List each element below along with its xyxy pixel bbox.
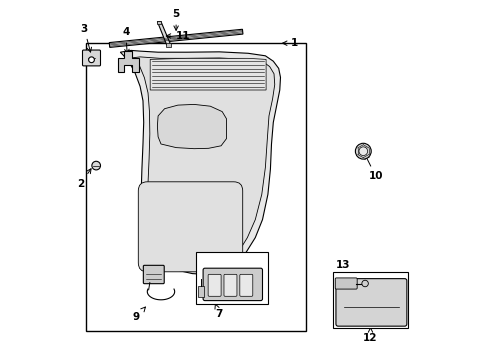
Text: 2: 2 bbox=[77, 169, 91, 189]
Circle shape bbox=[355, 143, 370, 159]
Text: 6: 6 bbox=[229, 222, 237, 244]
Text: 3: 3 bbox=[81, 24, 91, 52]
FancyBboxPatch shape bbox=[138, 182, 242, 272]
FancyBboxPatch shape bbox=[143, 265, 164, 284]
FancyBboxPatch shape bbox=[82, 50, 101, 66]
FancyBboxPatch shape bbox=[224, 274, 237, 296]
Text: 8: 8 bbox=[153, 240, 161, 262]
Text: 5: 5 bbox=[172, 9, 180, 30]
Circle shape bbox=[358, 147, 367, 156]
Bar bbox=[166, 43, 170, 47]
Circle shape bbox=[361, 280, 367, 287]
FancyBboxPatch shape bbox=[208, 274, 221, 296]
FancyBboxPatch shape bbox=[335, 279, 406, 326]
Polygon shape bbox=[150, 58, 265, 90]
Text: 10: 10 bbox=[364, 155, 383, 181]
Polygon shape bbox=[128, 57, 274, 267]
Text: 11: 11 bbox=[166, 31, 190, 41]
Bar bbox=[86, 43, 305, 331]
Bar bbox=[157, 21, 161, 24]
Polygon shape bbox=[120, 50, 280, 274]
FancyBboxPatch shape bbox=[239, 274, 252, 296]
Text: 4: 4 bbox=[122, 27, 129, 54]
Bar bbox=[197, 286, 204, 297]
Text: 1: 1 bbox=[282, 38, 298, 48]
Bar bbox=[196, 252, 267, 304]
Text: 13: 13 bbox=[336, 260, 350, 279]
Circle shape bbox=[92, 161, 101, 170]
Text: 12: 12 bbox=[363, 327, 377, 343]
Polygon shape bbox=[118, 51, 139, 72]
Polygon shape bbox=[157, 104, 226, 149]
Circle shape bbox=[88, 57, 94, 63]
FancyBboxPatch shape bbox=[335, 278, 356, 289]
Polygon shape bbox=[157, 22, 170, 45]
Text: 7: 7 bbox=[215, 303, 223, 319]
Bar bbox=[332, 272, 407, 328]
Polygon shape bbox=[109, 29, 243, 48]
FancyBboxPatch shape bbox=[203, 268, 262, 301]
Text: 9: 9 bbox=[133, 307, 145, 322]
